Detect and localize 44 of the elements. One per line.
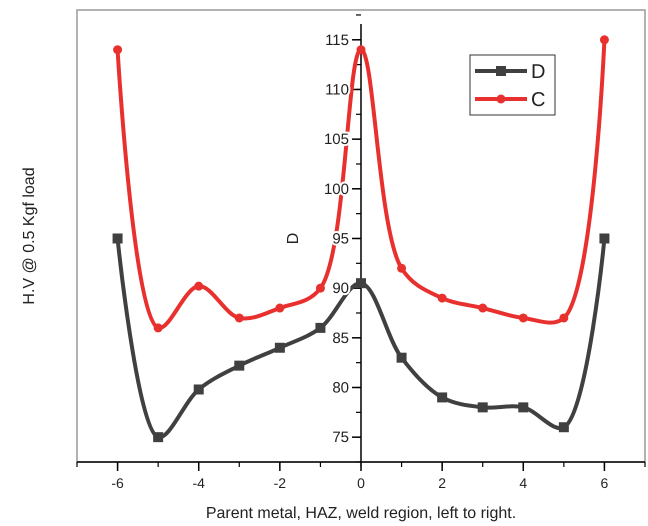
point	[194, 384, 204, 394]
point	[113, 45, 122, 54]
y-tick-label: 115	[325, 32, 349, 49]
y-tick-label: 85	[332, 330, 349, 347]
y-tick-label: 75	[332, 429, 349, 446]
point	[518, 402, 528, 412]
point	[518, 313, 528, 322]
point	[396, 352, 407, 363]
point	[599, 233, 610, 244]
y-tick-label: 90	[332, 280, 349, 298]
point	[438, 294, 447, 303]
point	[356, 278, 366, 288]
point	[478, 304, 488, 313]
point	[437, 392, 448, 402]
point	[153, 432, 164, 442]
y-tick-label: 80	[332, 379, 349, 396]
point	[234, 313, 244, 322]
legend-label: D	[531, 61, 546, 83]
y-axis-title: H.V @ 0.5 Kgf load	[21, 167, 38, 305]
annotation: D	[285, 232, 302, 244]
point	[112, 233, 123, 244]
x-tick-label: -4	[192, 475, 206, 491]
point	[478, 402, 488, 412]
point	[316, 284, 325, 293]
point	[154, 323, 163, 332]
point	[275, 304, 284, 313]
point	[234, 360, 244, 371]
point	[315, 322, 326, 333]
point	[558, 422, 569, 432]
point	[274, 342, 285, 353]
x-tick-label: 6	[600, 475, 609, 491]
x-tick-label: -6	[111, 475, 124, 491]
legend-label: C	[531, 89, 546, 111]
point	[356, 45, 366, 54]
x-tick-label: -2	[274, 475, 286, 491]
point	[600, 35, 609, 44]
point	[194, 282, 204, 291]
y-tick-label: 110	[325, 81, 349, 98]
point	[559, 313, 568, 322]
x-tick-label: 4	[519, 475, 528, 491]
x-tick-label: 0	[357, 475, 366, 491]
x-axis-title: Parent metal, HAZ, weld region, left to right.	[206, 505, 516, 522]
x-tick-label: 2	[438, 475, 446, 491]
point	[397, 264, 406, 273]
